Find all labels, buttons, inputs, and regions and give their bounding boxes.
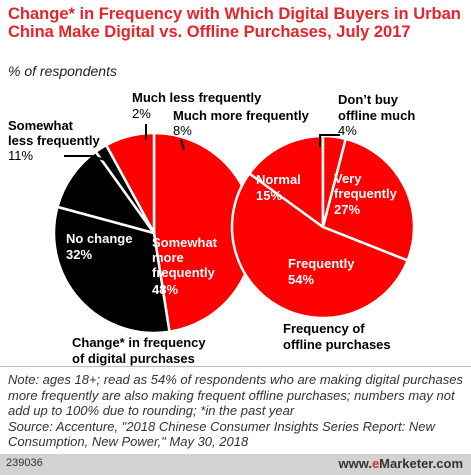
divider bbox=[0, 366, 471, 367]
pie-charts: Much less frequently 2% Much more freque… bbox=[8, 90, 416, 366]
label-frequently: Frequently bbox=[288, 256, 355, 271]
chart-id: 239036 bbox=[6, 457, 43, 469]
value-much-less-frequently: 2% bbox=[132, 106, 151, 121]
label-somewhat-more-line3: frequently bbox=[152, 265, 216, 280]
pie-slice-much-more-frequently bbox=[105, 131, 156, 235]
label-somewhat-less-line2: less frequently bbox=[8, 133, 101, 148]
label-somewhat-less-line1: Somewhat bbox=[8, 118, 74, 133]
caption-digital-line1: Change* in frequency bbox=[72, 335, 206, 350]
value-much-more-frequently: 8% bbox=[173, 123, 192, 138]
value-very-frequently: 27% bbox=[334, 202, 360, 217]
caption-digital-line2: of digital purchases bbox=[72, 351, 195, 366]
label-very-frequently-line2: frequently bbox=[334, 186, 398, 201]
chart-subtitle: % of respondents bbox=[8, 63, 117, 79]
chart-title: Change* in Frequency with Which Digital … bbox=[8, 5, 461, 41]
caption-offline-line1: Frequency of bbox=[283, 321, 365, 336]
label-somewhat-more-line1: Somewhat bbox=[152, 235, 218, 250]
source-text: Source: Accenture, "2018 Chinese Consume… bbox=[8, 418, 435, 450]
value-somewhat-more-frequently: 48% bbox=[152, 282, 178, 297]
pie-slice-no-change bbox=[52, 205, 171, 335]
label-much-less-frequently: Much less frequently bbox=[132, 90, 262, 105]
label-dont-buy-line1: Don’t buy bbox=[338, 92, 399, 107]
label-much-more-frequently: Much more frequently bbox=[173, 108, 310, 123]
value-normal: 15% bbox=[256, 188, 282, 203]
value-dont-buy-offline-much: 4% bbox=[338, 123, 357, 138]
label-no-change: No change bbox=[66, 231, 132, 246]
value-frequently: 54% bbox=[288, 272, 314, 287]
leader-line-dont-buy bbox=[319, 134, 340, 147]
label-normal: Normal bbox=[256, 172, 301, 187]
pie-slice-very-frequently bbox=[321, 137, 416, 262]
note-text: Note: ages 18+; read as 54% of responden… bbox=[8, 372, 463, 418]
pie-slice-somewhat-less-frequently bbox=[56, 150, 156, 235]
label-very-frequently-line1: Very bbox=[334, 171, 362, 186]
label-dont-buy-line2: offline much bbox=[338, 108, 415, 123]
value-no-change: 32% bbox=[66, 247, 92, 262]
footnote: Note: ages 18+; read as 54% of responden… bbox=[8, 372, 466, 450]
caption-offline-line2: offline purchases bbox=[283, 337, 391, 352]
leader-line-much-more bbox=[180, 139, 185, 151]
emarketer-logo: www.eMarketer.com bbox=[338, 456, 463, 471]
value-somewhat-less-frequently: 11% bbox=[8, 148, 33, 163]
pie-slice-frequently bbox=[230, 172, 409, 320]
label-somewhat-more-line2: more bbox=[152, 250, 184, 265]
footer-bar: 239036 www.eMarketer.com bbox=[0, 454, 471, 475]
leader-line-somewhat-less bbox=[64, 155, 106, 161]
